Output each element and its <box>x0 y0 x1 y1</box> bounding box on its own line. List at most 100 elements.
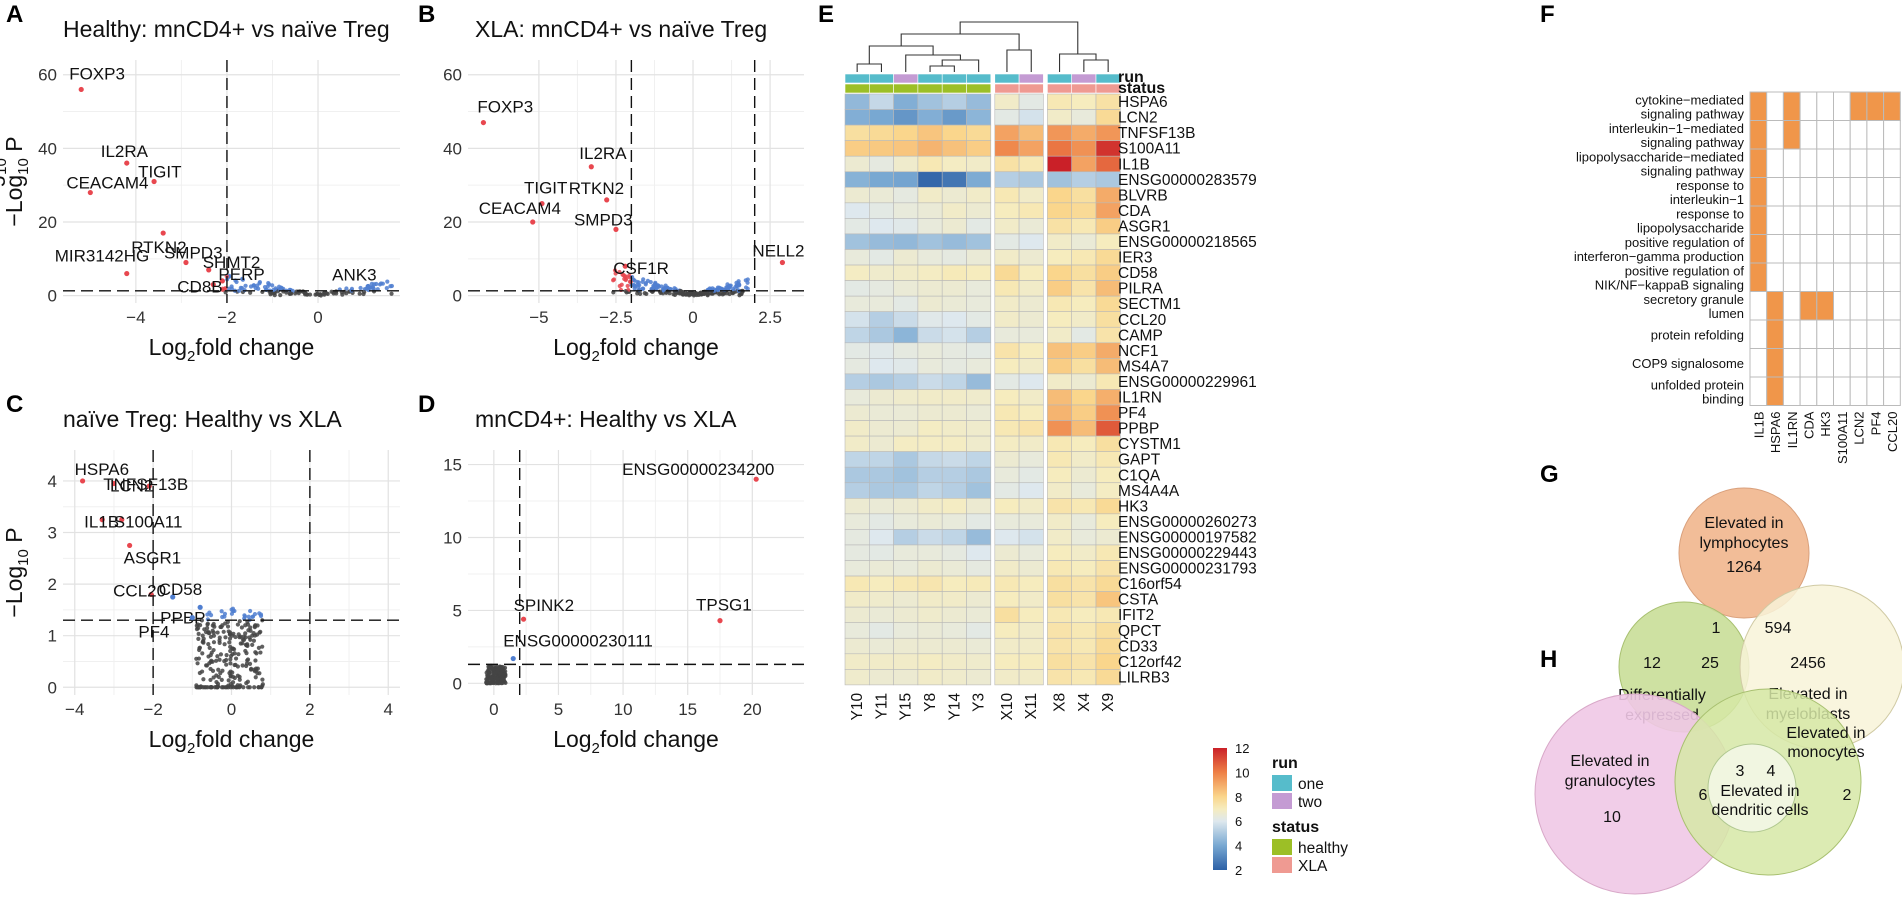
data-point <box>226 678 231 683</box>
heatmap-cell <box>1071 513 1097 530</box>
heatmap-cell <box>1071 653 1097 670</box>
gene-label: CCL20 <box>113 581 166 600</box>
data-point <box>243 631 248 636</box>
go-cell <box>1866 291 1885 321</box>
gene-label: PERP <box>218 265 264 284</box>
data-point <box>233 662 238 667</box>
heatmap-cell <box>941 435 967 452</box>
venn-count: 1 <box>1712 620 1721 637</box>
heatmap-cell <box>844 513 870 530</box>
row-label: MS4A7 <box>1118 358 1169 375</box>
go-term-label: interleukin−1 <box>1670 192 1744 207</box>
row-label: ENSG00000218565 <box>1118 234 1257 251</box>
x-tick-label: −2 <box>143 700 162 719</box>
gene-column-label: IL1RN <box>1785 412 1800 449</box>
data-point <box>206 642 211 647</box>
heatmap-cell <box>941 109 967 126</box>
heatmap-cell <box>1047 637 1073 655</box>
data-point <box>357 291 362 296</box>
heatmap-cell <box>844 202 870 219</box>
data-point <box>617 269 622 275</box>
data-point <box>201 677 206 682</box>
heatmap-cell <box>1071 171 1097 188</box>
heatmap-cell <box>966 435 992 452</box>
data-point <box>228 648 233 654</box>
data-point <box>211 675 216 680</box>
heatmap-cell <box>1095 124 1121 141</box>
heatmap-cell <box>941 591 967 608</box>
heatmap-cell <box>893 435 919 452</box>
row-label: C12orf42 <box>1118 654 1182 671</box>
go-cell <box>1833 376 1851 406</box>
column-label: X4 <box>1076 693 1093 712</box>
heatmap-cell <box>868 187 894 204</box>
heatmap-cell <box>1018 622 1044 639</box>
go-cell <box>1883 291 1901 321</box>
labeled-point <box>87 189 93 196</box>
heatmap-cell <box>994 513 1020 530</box>
heatmap-cell <box>1095 482 1121 499</box>
heatmap-cell <box>1047 187 1073 204</box>
data-point <box>245 657 251 662</box>
labeled-point <box>219 278 225 284</box>
heatmap-cell <box>1095 358 1121 375</box>
column-dendrogram <box>856 21 1109 72</box>
heatmap-cell <box>941 93 967 110</box>
data-point <box>284 290 289 295</box>
data-point <box>635 291 640 296</box>
heatmap-cell <box>868 622 894 639</box>
heatmap-cell <box>1018 233 1044 250</box>
go-cell <box>1816 348 1835 378</box>
labeled-point <box>197 604 203 610</box>
row-label: HK3 <box>1118 498 1148 515</box>
data-point <box>255 283 260 288</box>
gene-label: CD58 <box>159 580 202 599</box>
x-tick-label: 0 <box>227 700 236 719</box>
heatmap-cell <box>994 280 1020 297</box>
data-point <box>385 279 390 284</box>
heatmap-cell <box>1047 653 1073 670</box>
heatmap-cell <box>917 295 943 312</box>
plot-title: XLA: mnCD4+ vs naïve Treg <box>475 16 767 42</box>
row-label: BLVRB <box>1118 187 1168 204</box>
heatmap-cell <box>1071 233 1097 250</box>
go-cell <box>1749 148 1768 178</box>
heatmap-cell <box>893 529 919 546</box>
data-point <box>258 650 263 655</box>
heatmap-cell <box>994 622 1020 639</box>
gene-label: TNFSF13B <box>103 475 188 494</box>
heatmap-cell <box>893 187 919 204</box>
heatmap-cell <box>994 591 1020 608</box>
heatmap-cell <box>966 218 992 235</box>
heatmap-cell <box>994 482 1020 499</box>
expression-heatmap: runstatusHSPA6LCN2TNFSF13BS100A11IL1BENS… <box>844 21 1257 720</box>
heatmap-cell <box>868 575 894 592</box>
x-tick-label: 0 <box>688 308 697 327</box>
heatmap-cell <box>893 482 919 499</box>
heatmap-cell <box>868 669 894 686</box>
heatmap-cell <box>941 482 967 499</box>
data-point <box>743 285 749 290</box>
heatmap-cell <box>941 187 967 204</box>
x-tick-label: −5 <box>529 308 548 327</box>
data-point <box>371 286 376 292</box>
heatmap-cell <box>893 249 919 266</box>
gene-label: ASGR1 <box>124 548 182 567</box>
heatmap-cell <box>917 451 943 468</box>
heatmap-cell <box>966 653 992 670</box>
venn-count: 6 <box>1699 787 1708 804</box>
dendrogram-link <box>1083 59 1109 72</box>
data-point <box>220 668 225 673</box>
heatmap-cell <box>941 171 967 188</box>
heatmap-cell <box>966 482 992 499</box>
data-point <box>295 289 301 294</box>
run-annotation-cell <box>893 73 919 84</box>
go-cell <box>1833 91 1851 121</box>
data-point <box>239 625 244 630</box>
row-label: GAPT <box>1118 452 1161 469</box>
data-point <box>612 268 618 273</box>
data-point <box>215 654 220 659</box>
x-axis-label: Log2fold change <box>553 334 719 365</box>
plot-title: Healthy: mnCD4+ vs naïve Treg <box>63 16 390 42</box>
go-cell <box>1833 234 1851 264</box>
